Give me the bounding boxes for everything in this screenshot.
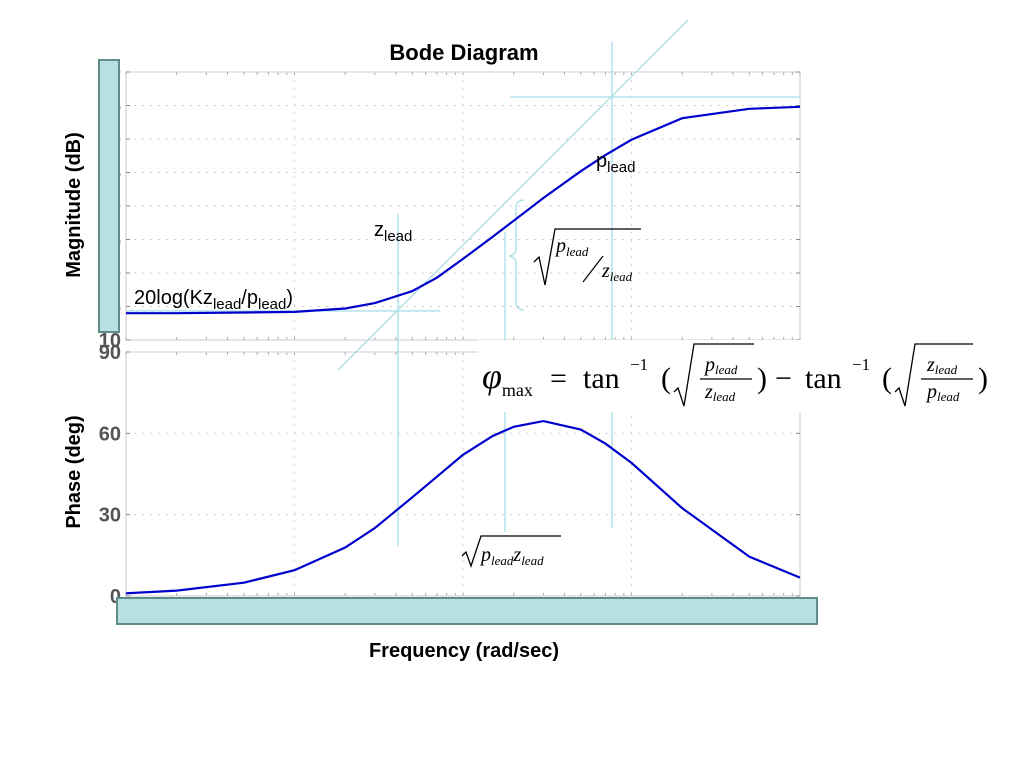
left-axis-cover — [98, 59, 120, 333]
gain-numerator: plead — [554, 235, 589, 259]
bottom-axis-cover — [116, 597, 818, 625]
tan-func-2: tan — [805, 362, 842, 395]
phase-axis-label: Phase (deg) — [63, 415, 85, 528]
gain-denominator: zlead — [601, 260, 633, 284]
phase-curve — [125, 419, 801, 595]
formula-background — [478, 340, 998, 412]
phase-max-formula: φmax = tan −1 ( plead zlead ) − tan −1 (… — [478, 340, 998, 412]
phase-tick-labels: 0 30 60 90 — [99, 342, 121, 608]
tan-exp-1: −1 — [630, 355, 648, 374]
slope-asymptote-guide — [337, 19, 689, 371]
open-paren-1: ( — [661, 362, 671, 395]
tan-exp-2: −1 — [852, 355, 870, 374]
gain-sqrt-sign — [533, 228, 641, 286]
fraction-2-numerator: zlead — [926, 354, 958, 377]
phase-tick-label: 30 — [99, 505, 121, 527]
center-frequency-formula: pleadzlead — [461, 535, 561, 568]
frequency-axis-label: Frequency (rad/sec) — [369, 640, 559, 662]
phi-max-symbol: φmax — [482, 356, 533, 400]
phase-tick-label: 0 — [110, 586, 121, 608]
phase-tick-label: 60 — [99, 423, 121, 445]
open-paren-2: ( — [882, 362, 892, 395]
minus-sign: − — [775, 362, 792, 395]
close-paren-1: ) — [757, 362, 767, 395]
phase-tick-label: 90 — [99, 342, 121, 364]
sqrt-sign-2 — [894, 343, 973, 407]
fraction-2-denominator: plead — [925, 381, 960, 404]
center-formula-text: pleadzlead — [479, 544, 544, 568]
gain-brace — [507, 199, 525, 311]
magnitude-axis-label: Magnitude (dB) — [63, 132, 85, 278]
equals-sign: = — [550, 362, 567, 395]
gain-fraction-slash — [582, 255, 604, 283]
dc-gain-label: 20log(Kzlead/plead) — [134, 287, 293, 313]
plead-label: plead — [596, 150, 635, 176]
tan-func-1: tan — [583, 362, 620, 395]
chart-title: Bode Diagram — [389, 40, 538, 65]
gain-ratio-formula: plead zlead — [533, 228, 641, 286]
sqrt-sign-1 — [673, 343, 754, 407]
zlead-label: zlead — [374, 219, 412, 245]
magnitude-tick-label: 10 — [99, 330, 121, 352]
fraction-1-denominator: zlead — [704, 381, 736, 404]
center-sqrt-sign — [461, 535, 561, 568]
fraction-1-numerator: plead — [703, 354, 738, 377]
magnitude-curve — [126, 105, 801, 315]
close-paren-2: ) — [978, 362, 988, 395]
